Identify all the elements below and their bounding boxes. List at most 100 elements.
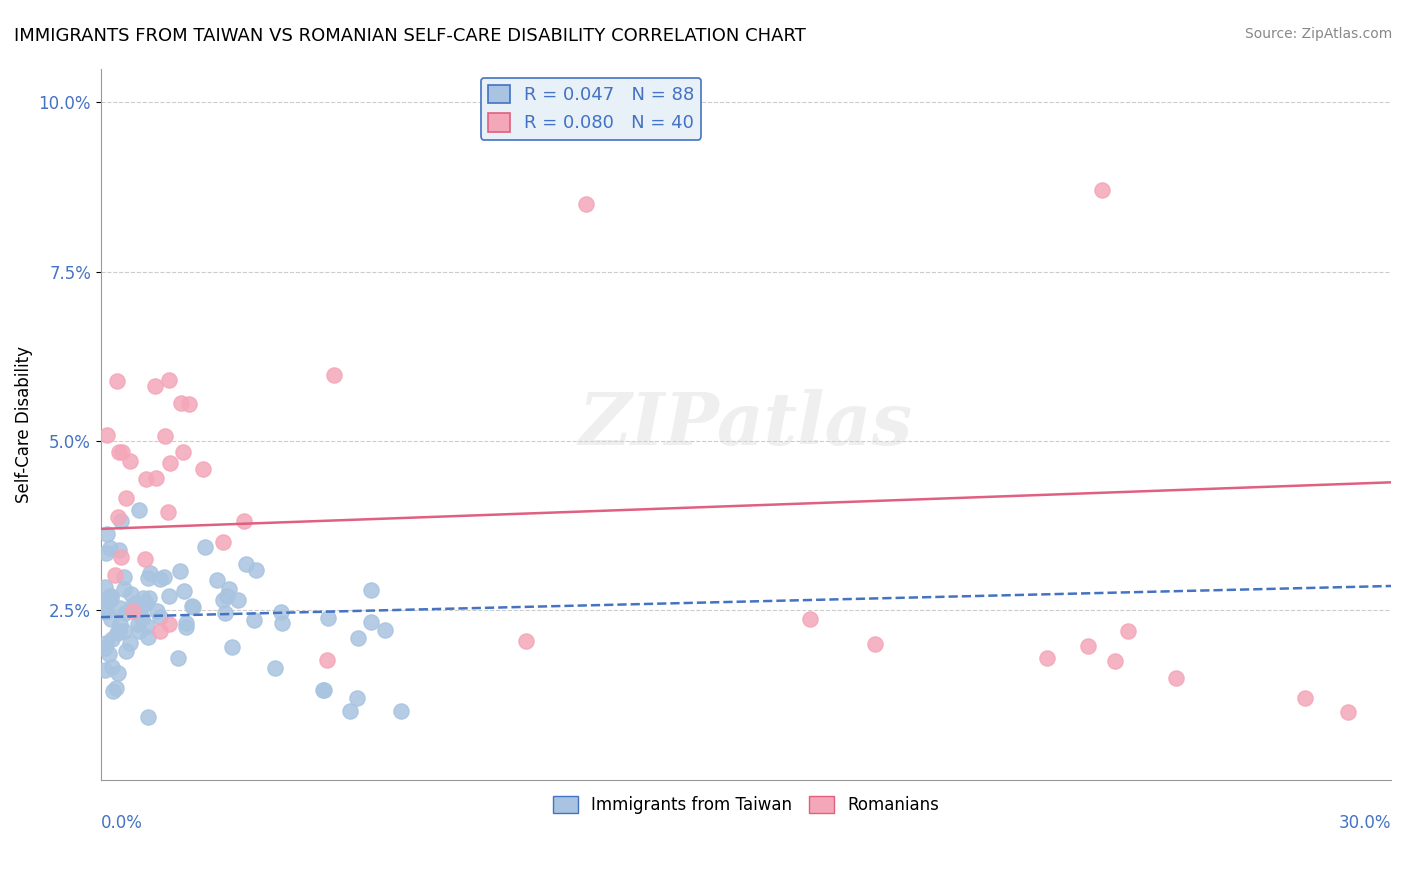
Point xyxy=(157,589,180,603)
Point xyxy=(1036,650,1059,665)
Point xyxy=(360,583,382,598)
Point xyxy=(105,681,128,696)
Point xyxy=(104,567,127,582)
Point xyxy=(863,637,886,651)
Point xyxy=(138,591,160,606)
Point xyxy=(360,615,382,629)
Point xyxy=(115,643,138,657)
Point xyxy=(166,650,188,665)
Point xyxy=(339,704,361,718)
Point xyxy=(235,557,257,571)
Point xyxy=(120,587,142,601)
Point xyxy=(1091,183,1114,197)
Point xyxy=(205,573,228,587)
Point xyxy=(143,379,166,393)
Point xyxy=(157,505,180,519)
Point xyxy=(346,691,368,706)
Point xyxy=(125,596,148,610)
Point xyxy=(112,624,135,638)
Point xyxy=(312,683,335,698)
Point xyxy=(211,593,233,607)
Point xyxy=(108,444,131,458)
Point xyxy=(153,570,176,584)
Point xyxy=(136,710,159,724)
Point xyxy=(218,582,240,596)
Text: 0.0%: 0.0% xyxy=(101,814,142,832)
Point xyxy=(157,616,180,631)
Point xyxy=(98,541,121,555)
Point xyxy=(270,615,292,630)
Point xyxy=(94,605,117,619)
Point xyxy=(112,570,135,584)
Point xyxy=(118,636,141,650)
Point xyxy=(138,566,160,581)
Point xyxy=(211,535,233,549)
Point xyxy=(107,624,129,638)
Point xyxy=(263,661,285,675)
Point xyxy=(245,563,267,577)
Point xyxy=(315,653,337,667)
Point xyxy=(132,591,155,606)
Text: IMMIGRANTS FROM TAIWAN VS ROMANIAN SELF-CARE DISABILITY CORRELATION CHART: IMMIGRANTS FROM TAIWAN VS ROMANIAN SELF-… xyxy=(14,27,806,45)
Point xyxy=(128,624,150,639)
Point xyxy=(575,197,598,211)
Point xyxy=(174,620,197,634)
Legend: Immigrants from Taiwan, Romanians: Immigrants from Taiwan, Romanians xyxy=(546,789,946,822)
Point xyxy=(100,592,122,607)
Point xyxy=(131,611,153,625)
Point xyxy=(135,596,157,610)
Point xyxy=(153,429,176,443)
Point xyxy=(127,616,149,631)
Text: ZIPatlas: ZIPatlas xyxy=(579,389,912,459)
Point xyxy=(157,373,180,387)
Point xyxy=(316,611,339,625)
Point xyxy=(120,453,142,467)
Point xyxy=(94,599,117,614)
Point xyxy=(194,540,217,554)
Point xyxy=(97,590,120,604)
Point xyxy=(243,613,266,627)
Point xyxy=(172,445,194,459)
Point xyxy=(217,589,239,603)
Point xyxy=(149,610,172,624)
Point xyxy=(98,589,121,603)
Y-axis label: Self-Care Disability: Self-Care Disability xyxy=(15,345,32,502)
Point xyxy=(101,660,124,674)
Point xyxy=(179,396,201,410)
Point xyxy=(110,549,132,564)
Point xyxy=(101,684,124,698)
Point xyxy=(170,396,193,410)
Point xyxy=(145,471,167,485)
Point xyxy=(114,607,136,621)
Point xyxy=(134,552,156,566)
Point xyxy=(105,374,128,388)
Point xyxy=(96,526,118,541)
Point xyxy=(97,647,120,661)
Point xyxy=(1337,705,1360,719)
Point xyxy=(270,605,292,619)
Point xyxy=(173,584,195,599)
Point xyxy=(226,592,249,607)
Point xyxy=(135,472,157,486)
Point xyxy=(374,623,396,637)
Point xyxy=(1118,624,1140,638)
Point xyxy=(149,624,172,639)
Point xyxy=(136,571,159,585)
Point xyxy=(107,624,129,639)
Point xyxy=(94,580,117,594)
Point xyxy=(111,445,134,459)
Point xyxy=(100,589,122,603)
Point xyxy=(221,640,243,655)
Point xyxy=(121,599,143,614)
Point xyxy=(94,636,117,650)
Point xyxy=(96,428,118,442)
Point xyxy=(799,612,821,626)
Point xyxy=(322,368,344,383)
Point xyxy=(159,456,181,470)
Point xyxy=(314,683,336,698)
Point xyxy=(105,626,128,640)
Point xyxy=(136,619,159,633)
Point xyxy=(214,607,236,621)
Point xyxy=(112,582,135,597)
Text: 30.0%: 30.0% xyxy=(1339,814,1391,832)
